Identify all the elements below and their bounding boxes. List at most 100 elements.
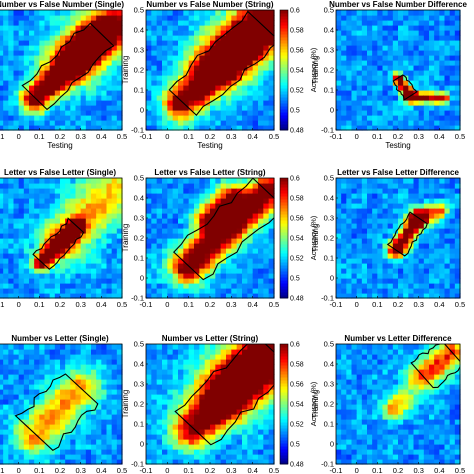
heatmap-cell [258, 263, 264, 269]
heatmap-cell [231, 359, 238, 365]
heatmap-cell [70, 50, 77, 56]
heatmap-cell [449, 115, 456, 121]
heatmap-cell [194, 95, 200, 101]
heatmap-cell [167, 10, 174, 16]
heatmap-cell [111, 253, 118, 259]
heatmap-cell [252, 223, 259, 229]
heatmap-cell [44, 50, 51, 56]
heatmap-cell [403, 258, 409, 264]
heatmap-cell [444, 228, 451, 234]
x-tick-label: 0.4 [434, 300, 444, 309]
heatmap-cell [268, 105, 275, 111]
heatmap-cell [13, 30, 20, 36]
heatmap-cell [220, 364, 227, 370]
heatmap-cell [220, 55, 227, 61]
heatmap-cell [75, 75, 82, 81]
heatmap-cell [156, 454, 163, 460]
heatmap-cell [336, 404, 342, 410]
heatmap-cell [413, 65, 420, 71]
heatmap-cell [231, 228, 238, 234]
heatmap-cell [116, 404, 123, 410]
heatmap-cell [215, 238, 222, 244]
heatmap-cell [263, 10, 270, 16]
heatmap-cell [80, 90, 87, 96]
heatmap-cell [398, 268, 404, 274]
heatmap-cell [65, 459, 71, 465]
heatmap-cell [247, 20, 254, 26]
heatmap-cell [268, 15, 275, 21]
heatmap-cell [29, 449, 35, 455]
heatmap-cell [80, 419, 87, 425]
heatmap-cell [172, 110, 179, 116]
heatmap-cell [0, 30, 4, 36]
heatmap-cell [146, 439, 152, 445]
heatmap-cell [258, 120, 264, 126]
heatmap-cell [151, 273, 158, 279]
heatmap-cell [199, 419, 206, 425]
heatmap-cell [44, 419, 51, 425]
heatmap-cell [439, 268, 446, 274]
heatmap-cell [429, 233, 435, 239]
heatmap-cell [392, 198, 399, 204]
heatmap-cell [3, 125, 9, 131]
heatmap-cell [188, 223, 195, 229]
heatmap-cell [429, 243, 435, 249]
y-tick-label: 0.4 [134, 360, 144, 369]
colorbar-label: Accuracy (%) [309, 381, 318, 426]
x-tick-label: 0.1 [34, 300, 44, 309]
heatmap-cell [346, 105, 353, 111]
heatmap-cell [0, 454, 4, 460]
heatmap-cell [106, 35, 113, 41]
heatmap-cell [29, 389, 35, 395]
heatmap-cell [116, 198, 123, 204]
heatmap-cell [54, 273, 61, 279]
heatmap-cell [178, 293, 184, 299]
heatmap-cell [111, 30, 118, 36]
heatmap-cell [403, 10, 409, 16]
heatmap-cell [387, 95, 394, 101]
heatmap-cell [49, 10, 56, 16]
heatmap-cell [210, 429, 216, 435]
heatmap-cell [367, 30, 373, 36]
heatmap-cell [351, 40, 358, 46]
heatmap-cell [210, 273, 216, 279]
heatmap-cell [178, 125, 184, 131]
heatmap-cell [183, 369, 190, 375]
heatmap-cell [156, 228, 163, 234]
heatmap-cell [444, 10, 451, 16]
heatmap-cell [13, 263, 20, 269]
heatmap-cell [444, 120, 451, 126]
heatmap-cell [444, 45, 451, 51]
heatmap-cell [39, 243, 46, 249]
heatmap-cell [13, 228, 20, 234]
heatmap-cell [346, 55, 353, 61]
heatmap-cell [178, 203, 184, 209]
heatmap-cell [18, 183, 25, 189]
heatmap-cell [65, 70, 71, 76]
heatmap-cell [39, 70, 46, 76]
heatmap-cell [75, 258, 82, 264]
heatmap-cell [367, 193, 373, 199]
heatmap-cell [226, 409, 232, 415]
heatmap-cell [423, 75, 430, 81]
heatmap-cell [188, 50, 195, 56]
heatmap-cell [156, 258, 163, 264]
heatmap-cell [18, 288, 25, 294]
heatmap-cell [70, 288, 77, 294]
heatmap-cell [156, 459, 163, 465]
heatmap-cell [3, 283, 9, 289]
heatmap-cell [44, 70, 51, 76]
heatmap-cell [44, 263, 51, 269]
heatmap-cell [80, 288, 87, 294]
heatmap-cell [101, 459, 108, 465]
heatmap-cell [60, 193, 66, 199]
heatmap-cell [54, 288, 61, 294]
heatmap-cell [167, 95, 174, 101]
heatmap-cell [75, 278, 82, 284]
heatmap-cell [341, 45, 347, 51]
heatmap-cell [194, 454, 200, 460]
heatmap-cell [151, 60, 158, 66]
heatmap-cell [101, 223, 108, 229]
heatmap-cell [194, 288, 200, 294]
heatmap-cell [146, 394, 152, 400]
